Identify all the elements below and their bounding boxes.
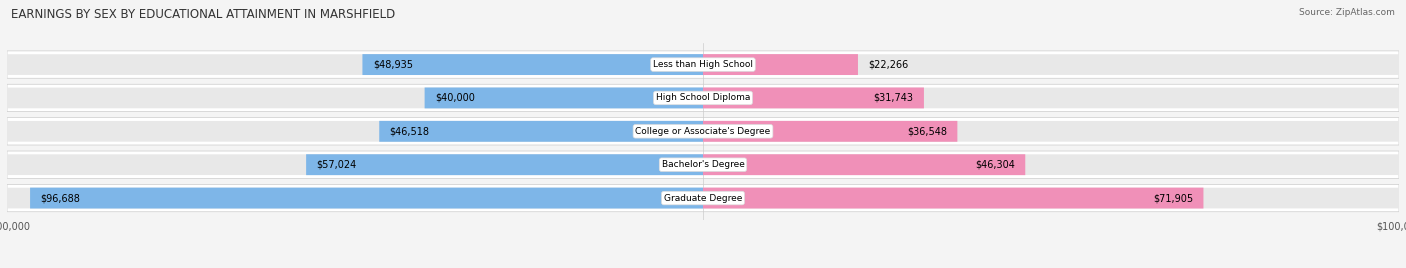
FancyBboxPatch shape (7, 121, 703, 142)
FancyBboxPatch shape (7, 88, 703, 108)
FancyBboxPatch shape (30, 188, 703, 209)
Text: College or Associate's Degree: College or Associate's Degree (636, 127, 770, 136)
FancyBboxPatch shape (703, 121, 1399, 142)
Text: Source: ZipAtlas.com: Source: ZipAtlas.com (1299, 8, 1395, 17)
Text: EARNINGS BY SEX BY EDUCATIONAL ATTAINMENT IN MARSHFIELD: EARNINGS BY SEX BY EDUCATIONAL ATTAINMEN… (11, 8, 395, 21)
FancyBboxPatch shape (703, 88, 1399, 108)
Text: $40,000: $40,000 (434, 93, 475, 103)
FancyBboxPatch shape (7, 151, 1399, 178)
Text: $36,548: $36,548 (907, 126, 946, 136)
FancyBboxPatch shape (703, 121, 957, 142)
FancyBboxPatch shape (703, 87, 924, 108)
FancyBboxPatch shape (7, 84, 1399, 112)
Text: $22,266: $22,266 (869, 59, 908, 70)
FancyBboxPatch shape (703, 154, 1399, 175)
FancyBboxPatch shape (703, 188, 1204, 209)
Text: $31,743: $31,743 (873, 93, 914, 103)
Text: $46,518: $46,518 (389, 126, 430, 136)
FancyBboxPatch shape (703, 188, 1399, 209)
FancyBboxPatch shape (7, 118, 1399, 145)
FancyBboxPatch shape (703, 154, 1025, 175)
Text: $71,905: $71,905 (1153, 193, 1194, 203)
FancyBboxPatch shape (307, 154, 703, 175)
FancyBboxPatch shape (7, 188, 703, 209)
FancyBboxPatch shape (7, 154, 703, 175)
FancyBboxPatch shape (363, 54, 703, 75)
Text: Less than High School: Less than High School (652, 60, 754, 69)
FancyBboxPatch shape (703, 54, 1399, 75)
Text: $57,024: $57,024 (316, 160, 357, 170)
Text: Graduate Degree: Graduate Degree (664, 193, 742, 203)
Text: $48,935: $48,935 (373, 59, 413, 70)
FancyBboxPatch shape (7, 184, 1399, 212)
Text: $96,688: $96,688 (41, 193, 80, 203)
Text: High School Diploma: High School Diploma (655, 94, 751, 102)
Text: $46,304: $46,304 (974, 160, 1015, 170)
FancyBboxPatch shape (7, 54, 703, 75)
FancyBboxPatch shape (380, 121, 703, 142)
FancyBboxPatch shape (703, 54, 858, 75)
Text: Bachelor's Degree: Bachelor's Degree (662, 160, 744, 169)
FancyBboxPatch shape (425, 87, 703, 108)
FancyBboxPatch shape (7, 51, 1399, 78)
